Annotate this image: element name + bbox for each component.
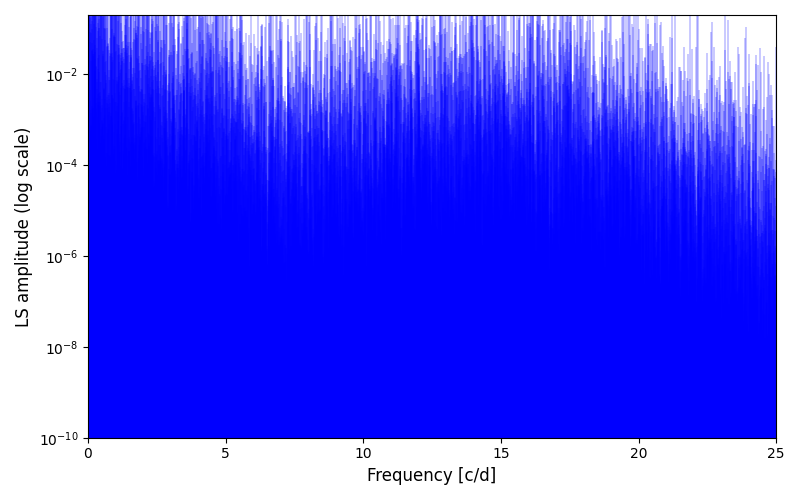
Y-axis label: LS amplitude (log scale): LS amplitude (log scale) <box>15 126 33 326</box>
X-axis label: Frequency [c/d]: Frequency [c/d] <box>367 467 497 485</box>
